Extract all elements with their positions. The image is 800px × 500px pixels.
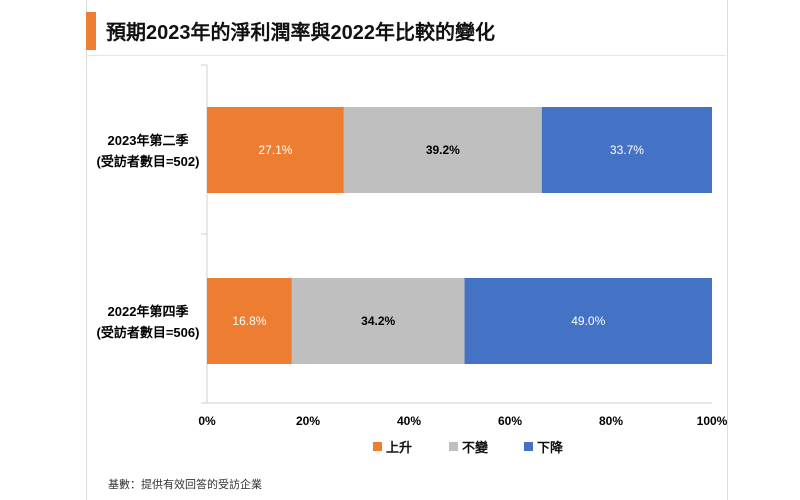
title-divider <box>86 55 726 56</box>
chart-frame <box>86 0 728 500</box>
category-sublabel: (受訪者數目=506) <box>97 325 200 340</box>
data-label: 16.8% <box>232 314 266 328</box>
title-accent-bar <box>86 12 96 50</box>
data-label: 39.2% <box>426 143 460 157</box>
x-tick-label: 80% <box>599 414 623 428</box>
bar-segment <box>207 278 292 364</box>
chart-title: 預期2023年的淨利潤率與2022年比較的變化 <box>106 22 495 44</box>
bar-segment <box>541 107 712 193</box>
bar-segment <box>291 278 465 364</box>
data-label: 34.2% <box>361 314 395 328</box>
legend-swatch <box>373 442 382 451</box>
bar-segment <box>343 107 542 193</box>
x-tick-label: 60% <box>498 414 522 428</box>
legend-item: 不變 <box>449 437 488 456</box>
legend-label: 下降 <box>537 440 564 455</box>
legend: 上升 不變 下降 <box>0 437 800 459</box>
data-label: 27.1% <box>258 143 292 157</box>
legend-swatch <box>449 442 458 451</box>
data-label: 49.0% <box>571 314 605 328</box>
x-tick-label: 40% <box>397 414 421 428</box>
bar-segment <box>464 278 712 364</box>
legend-swatch <box>524 442 533 451</box>
data-label: 33.7% <box>610 143 644 157</box>
legend-item: 下降 <box>524 437 563 456</box>
footnote: 基數：提供有效回答的受訪企業 <box>108 479 262 491</box>
bar-segment <box>207 107 344 193</box>
category-label: 2022年第四季 <box>108 304 189 319</box>
x-tick-label: 100% <box>697 414 728 428</box>
x-tick-label: 20% <box>296 414 320 428</box>
legend-item: 上升 <box>373 437 412 456</box>
category-label: 2023年第二季 <box>108 133 189 148</box>
legend-label: 上升 <box>386 440 413 455</box>
x-tick-label: 0% <box>198 414 216 428</box>
legend-label: 不變 <box>462 440 489 455</box>
category-sublabel: (受訪者數目=502) <box>97 154 200 169</box>
